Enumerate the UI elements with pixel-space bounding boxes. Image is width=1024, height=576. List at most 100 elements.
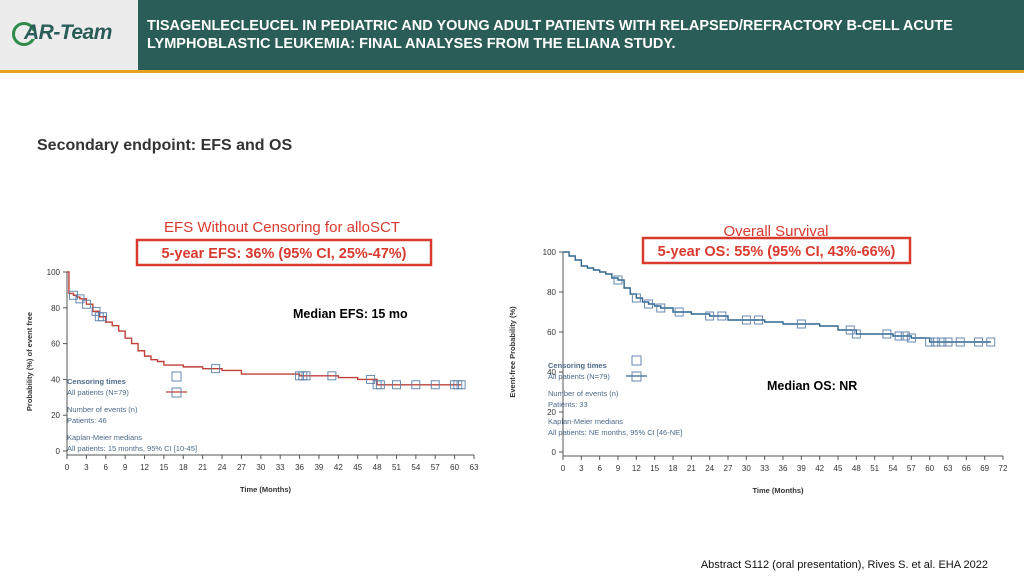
- os-x-tick-label: 39: [797, 464, 806, 473]
- os-x-tick-label: 60: [925, 464, 934, 473]
- os-censor-mark: [717, 311, 727, 321]
- os-y-tick-label: 60: [547, 328, 556, 337]
- efs-censor-mark: [75, 294, 85, 304]
- efs-censor-mark: [392, 380, 401, 390]
- efs-x-tick-label: 42: [334, 463, 343, 472]
- efs-x-axis-label: Time (Months): [240, 485, 292, 494]
- os-x-tick-label: 24: [705, 464, 714, 473]
- efs-x-tick-label: 0: [65, 463, 70, 472]
- os-censor-mark: [937, 337, 947, 347]
- page-title: TISAGENLECLEUCEL IN PEDIATRIC AND YOUNG …: [147, 18, 953, 52]
- os-legend-censor-symbol: [631, 355, 642, 366]
- logo-c-icon: [12, 22, 37, 46]
- efs-survival-line: [67, 271, 462, 386]
- os-legend-events-value: Patients: 33: [548, 400, 588, 409]
- efs-x-tick-label: 18: [179, 463, 188, 472]
- os-censor-mark: [974, 337, 984, 347]
- os-y-tick-label: 80: [547, 288, 556, 297]
- efs-legend-events-label: Number of events (n): [67, 405, 138, 414]
- efs-censor-mark: [327, 371, 337, 381]
- efs-x-tick-label: 48: [373, 463, 382, 472]
- efs-x-tick-label: 57: [431, 463, 440, 472]
- efs-x-tick-label: 60: [450, 463, 459, 472]
- efs-y-axis-label: Probability (%) of event free: [25, 312, 34, 411]
- os-y-tick-label: 20: [547, 408, 556, 417]
- os-y-tick-label: 40: [547, 368, 556, 377]
- os-x-tick-label: 48: [852, 464, 861, 473]
- efs-censor-mark: [301, 371, 311, 381]
- os-x-tick-label: 30: [742, 464, 751, 473]
- os-censor-mark: [925, 337, 935, 347]
- efs-censor-mark: [366, 374, 376, 384]
- os-censor-mark: [931, 337, 941, 347]
- efs-x-tick-label: 15: [159, 463, 168, 472]
- os-legend-km-value: All patients: NE months, 95% CI [46-NE]: [548, 428, 682, 437]
- header-rule: [0, 70, 1024, 73]
- os-censor-mark: [644, 299, 654, 309]
- efs-censor-mark: [81, 299, 91, 309]
- os-x-axis-label: Time (Months): [752, 486, 804, 495]
- os-censor-mark: [796, 319, 806, 329]
- os-censor-mark: [741, 315, 751, 325]
- os-legend-entry: All patients (N=79): [548, 372, 610, 381]
- os-censor-mark: [656, 303, 666, 313]
- os-censor-mark: [754, 315, 764, 325]
- efs-x-tick-label: 3: [84, 463, 89, 472]
- os-x-tick-label: 57: [907, 464, 916, 473]
- os-panel-background: [498, 218, 1018, 500]
- os-legend-header: Censoring times: [548, 361, 607, 370]
- section-title: Secondary endpoint: EFS and OS: [37, 137, 293, 154]
- efs-x-tick-label: 12: [140, 463, 149, 472]
- header-bar: [0, 0, 1024, 70]
- citation-footer: Abstract S112 (oral presentation), Rives…: [700, 559, 988, 571]
- efs-x-tick-label: 6: [104, 463, 109, 472]
- os-y-axis-label: Event-free Probability (%): [508, 306, 517, 398]
- efs-legend-km-value: All patients: 15 months, 95% CI [10-45]: [67, 444, 197, 453]
- os-censor-mark: [705, 311, 715, 321]
- os-censor-mark: [851, 329, 861, 339]
- os-y-tick-label: 0: [552, 448, 557, 457]
- os-x-tick-label: 63: [944, 464, 953, 473]
- os-x-tick-label: 42: [815, 464, 824, 473]
- efs-y-tick-label: 60: [51, 340, 60, 349]
- os-x-tick-label: 18: [669, 464, 678, 473]
- efs-y-tick-label: 80: [51, 304, 60, 313]
- efs-legend-censor-symbol: [171, 371, 182, 382]
- os-x-tick-label: 51: [870, 464, 879, 473]
- os-censor-mark: [943, 337, 953, 347]
- os-x-tick-label: 12: [632, 464, 641, 473]
- os-censor-mark: [906, 333, 916, 343]
- os-censor-mark: [882, 329, 892, 339]
- os-x-tick-label: 36: [779, 464, 788, 473]
- efs-legend-entry: All patients (N=79): [67, 388, 129, 397]
- os-x-tick-label: 66: [962, 464, 971, 473]
- os-legend-line-censor: [631, 371, 642, 382]
- os-x-tick-label: 21: [687, 464, 696, 473]
- os-censor-mark: [900, 331, 910, 341]
- efs-censor-mark: [430, 380, 440, 390]
- efs-x-tick-label: 45: [353, 463, 362, 472]
- os-legend-km-label: Kaplan-Meier medians: [548, 417, 623, 426]
- efs-legend-events-value: Patients: 46: [67, 416, 107, 425]
- efs-x-tick-label: 54: [411, 463, 420, 472]
- efs-censor-mark: [411, 380, 421, 390]
- os-x-tick-label: 6: [597, 464, 602, 473]
- os-median-annotation: Median OS: NR: [767, 379, 857, 393]
- efs-legend-km-label: Kaplan-Meier medians: [67, 433, 142, 442]
- efs-y-tick-label: 100: [47, 268, 61, 277]
- os-x-tick-label: 69: [980, 464, 989, 473]
- efs-panel-background: [22, 200, 482, 495]
- efs-x-tick-label: 9: [123, 463, 128, 472]
- efs-y-tick-label: 0: [56, 447, 61, 456]
- efs-y-tick-label: 20: [51, 411, 60, 420]
- os-x-tick-label: 45: [834, 464, 843, 473]
- os-censor-mark: [613, 275, 623, 285]
- efs-x-tick-label: 36: [295, 463, 304, 472]
- efs-legend-header: Censoring times: [67, 377, 126, 386]
- efs-median-annotation: Median EFS: 15 mo: [293, 307, 408, 321]
- efs-legend-line-censor: [171, 387, 182, 398]
- efs-x-tick-label: 51: [392, 463, 401, 472]
- efs-highlight-text: 5-year EFS: 36% (95% CI, 25%-47%): [162, 246, 407, 262]
- logo-text: AR-Team: [24, 21, 112, 44]
- efs-x-tick-label: 33: [276, 463, 285, 472]
